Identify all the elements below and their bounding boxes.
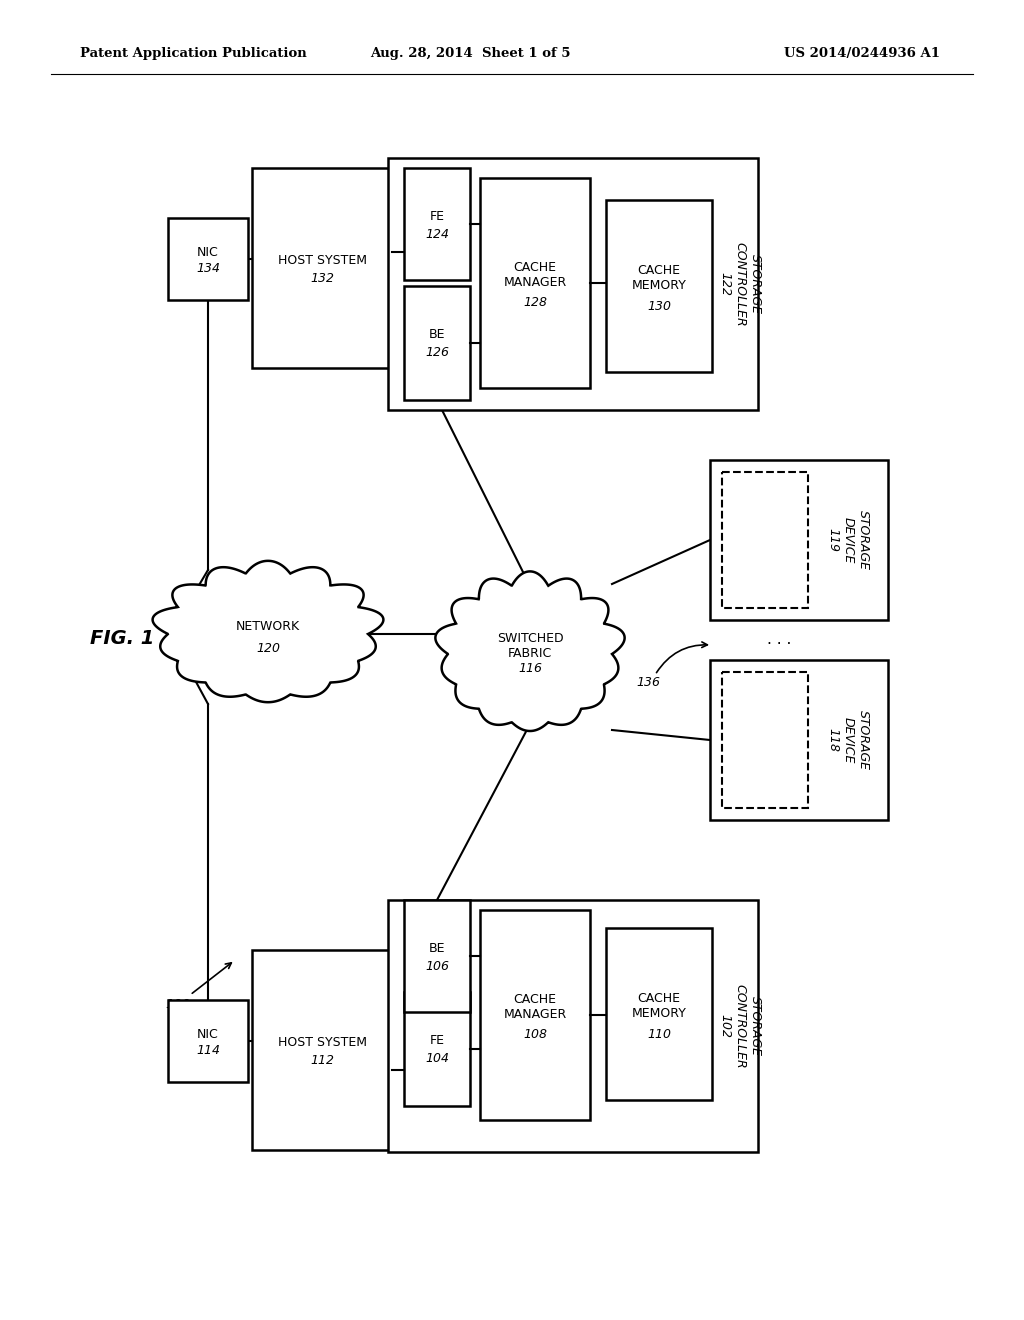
Text: 132: 132 (310, 272, 334, 285)
Bar (606, 201, 712, 372)
Text: 112: 112 (310, 1053, 334, 1067)
Text: 134: 134 (196, 263, 220, 276)
Text: US 2014/0244936 A1: US 2014/0244936 A1 (784, 48, 940, 61)
Text: 124: 124 (425, 227, 449, 240)
Polygon shape (435, 572, 625, 731)
Text: BE: BE (429, 941, 445, 954)
Bar (404, 993, 470, 1106)
Text: CACHE
MEMORY: CACHE MEMORY (632, 993, 686, 1020)
Bar (168, 218, 248, 300)
Text: HOST SYSTEM: HOST SYSTEM (278, 1035, 367, 1048)
Text: FIG. 1: FIG. 1 (90, 628, 155, 648)
Bar (480, 178, 590, 388)
Text: 108: 108 (523, 1028, 547, 1041)
Text: 104: 104 (425, 1052, 449, 1065)
Text: 128: 128 (523, 297, 547, 309)
Bar (388, 158, 758, 411)
Text: 120: 120 (256, 642, 280, 655)
Text: 126: 126 (425, 346, 449, 359)
Text: 116: 116 (518, 661, 542, 675)
Text: 136: 136 (636, 676, 660, 689)
Bar (404, 168, 470, 280)
Bar (710, 660, 888, 820)
Text: . . .: . . . (767, 632, 792, 648)
Text: BE: BE (429, 329, 445, 342)
Bar (710, 459, 888, 620)
Polygon shape (153, 561, 383, 702)
Text: CACHE
MEMORY: CACHE MEMORY (632, 264, 686, 292)
Bar (404, 286, 470, 400)
Bar (252, 950, 392, 1150)
Bar (388, 900, 758, 1152)
Text: SWITCHED
FABRIC: SWITCHED FABRIC (497, 632, 563, 660)
Bar (722, 473, 808, 609)
Text: Aug. 28, 2014  Sheet 1 of 5: Aug. 28, 2014 Sheet 1 of 5 (370, 48, 570, 61)
Bar (168, 1001, 248, 1082)
Bar (606, 928, 712, 1100)
Text: STORAGE
DEVICE
119: STORAGE DEVICE 119 (826, 510, 869, 570)
Text: HOST SYSTEM: HOST SYSTEM (278, 253, 367, 267)
Bar (722, 672, 808, 808)
Text: STORAGE
CONTROLLER
102: STORAGE CONTROLLER 102 (719, 983, 762, 1068)
Text: 114: 114 (196, 1044, 220, 1057)
Bar (404, 900, 470, 1012)
Bar (480, 909, 590, 1119)
Text: NIC: NIC (198, 246, 219, 259)
Bar (252, 168, 392, 368)
Text: STORAGE
DEVICE
118: STORAGE DEVICE 118 (826, 710, 869, 770)
Text: 110: 110 (647, 1027, 671, 1040)
Text: NETWORK: NETWORK (236, 619, 300, 632)
Text: NIC: NIC (198, 1027, 219, 1040)
Text: CACHE
MANAGER: CACHE MANAGER (504, 993, 566, 1020)
Text: FE: FE (429, 210, 444, 223)
Text: FE: FE (429, 1035, 444, 1048)
Text: 106: 106 (425, 960, 449, 973)
Text: 130: 130 (647, 300, 671, 313)
Text: Patent Application Publication: Patent Application Publication (80, 48, 307, 61)
Text: STORAGE
CONTROLLER
122: STORAGE CONTROLLER 122 (719, 242, 762, 326)
Text: CACHE
MANAGER: CACHE MANAGER (504, 261, 566, 289)
Text: 100: 100 (166, 998, 190, 1011)
